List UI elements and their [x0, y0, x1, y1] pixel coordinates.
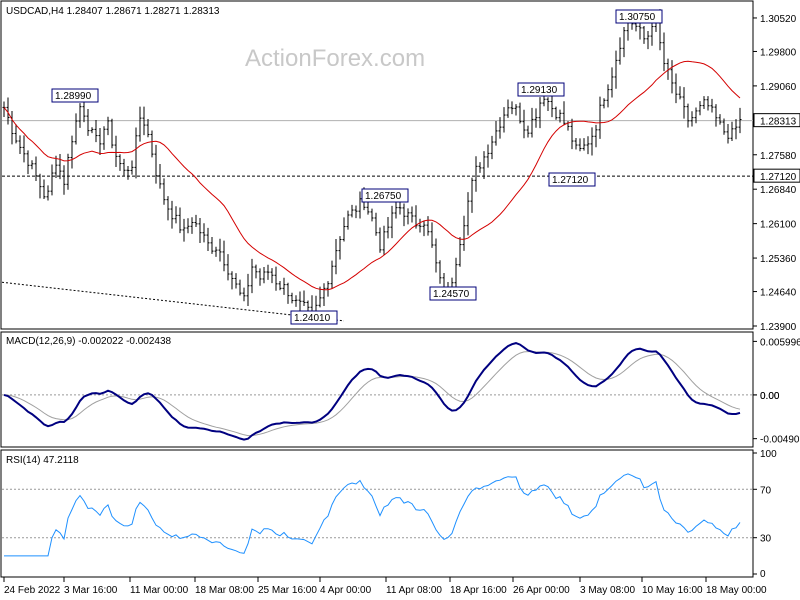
price-axis-label: 1.29800	[760, 47, 797, 58]
time-axis-label: 24 Feb 2022	[4, 585, 61, 596]
time-axis-label: 11 Mar 00:00	[130, 585, 189, 596]
price-annotation-box	[517, 82, 565, 97]
price-axis-label: 1.25360	[760, 254, 797, 265]
price-axis-label: 1.26840	[760, 185, 797, 196]
macd-axis-label: 0.00	[760, 391, 780, 402]
macd-panel	[0, 331, 754, 448]
price-annotation-box	[548, 172, 596, 187]
rsi-layer	[2, 473, 753, 557]
macd-signal-line	[3, 351, 741, 437]
current-price-box	[753, 113, 800, 128]
price-axis-label: 1.28313	[760, 117, 797, 128]
time-axis-label: 18 May 00:00	[706, 585, 767, 596]
price-axis-label: 1.23900	[760, 322, 797, 333]
macd-line	[3, 342, 741, 441]
price-axis-label: 1.24640	[760, 288, 797, 299]
rsi-line	[4, 473, 741, 557]
price-annotation-box	[429, 286, 477, 301]
price-annotation-box	[290, 310, 338, 325]
moving-average-line	[3, 60, 741, 291]
price-annotation-label: 1.30750	[619, 12, 656, 23]
trend-line	[1, 281, 345, 322]
time-axis-label: 18 Apr 16:00	[450, 585, 507, 596]
macd-layer	[2, 342, 753, 441]
rsi-axis-label: 30	[760, 534, 772, 545]
watermark: ActionForex.com	[245, 45, 425, 72]
rsi-axis-label: 0	[760, 569, 766, 580]
time-axis-label: 3 Mar 16:00	[64, 585, 118, 596]
price-axis-label: 1.26100	[760, 220, 797, 231]
time-axis-label: 10 May 16:00	[642, 585, 703, 596]
price-annotation-box	[51, 88, 99, 103]
price-annotation-label: 1.29130	[521, 85, 558, 96]
support-price-box	[753, 168, 800, 183]
macd-axis-label: 0.005996	[760, 337, 800, 348]
price-title: USDCAD,H4 1.28407 1.28671 1.28271 1.2831…	[6, 6, 220, 17]
time-axis-label: 18 Mar 08:00	[195, 585, 254, 596]
price-annotation-label: 1.24570	[433, 289, 470, 300]
price-annotation-box	[615, 9, 663, 24]
macd-axis-label: 0.00	[760, 391, 780, 402]
rsi-axis-label: 70	[760, 485, 772, 496]
price-annotation-label: 1.27120	[552, 175, 589, 186]
price-annotation-label: 1.24010	[294, 313, 331, 324]
rsi-axis-label: 100	[760, 449, 777, 460]
price-axis-label: 1.27580	[760, 151, 797, 162]
axis-layer: 1.30520 1.29800 1.29060 1.28313 1.27580 1.271…	[3, 14, 800, 596]
macd-title: MACD(12,26,9) -0.002022 -0.002438	[6, 336, 172, 347]
price-panel	[0, 0, 754, 330]
price-annotation-label: 1.28990	[55, 91, 92, 102]
time-axis-label: 3 May 08:00	[580, 585, 635, 596]
time-axis-label: 11 Apr 08:00	[386, 585, 442, 596]
time-axis-label: 26 Apr 00:00	[513, 585, 570, 596]
price-axis-label: 1.30520	[760, 14, 797, 25]
rsi-panel	[0, 449, 754, 578]
time-axis-label: 25 Mar 16:00	[258, 585, 317, 596]
price-axis-label: 1.29060	[760, 82, 797, 93]
price-annotation-label: 1.26750	[365, 191, 402, 202]
price-axis-label: 1.27120	[760, 172, 797, 183]
price-layer: 1.28990 1.26750 1.24010 1.24570 1.29130 1.271…	[1, 9, 753, 325]
time-axis-label: 4 Apr 00:00	[320, 585, 372, 596]
price-annotation-box	[361, 188, 409, 203]
rsi-title: RSI(14) 47.2118	[6, 455, 79, 466]
